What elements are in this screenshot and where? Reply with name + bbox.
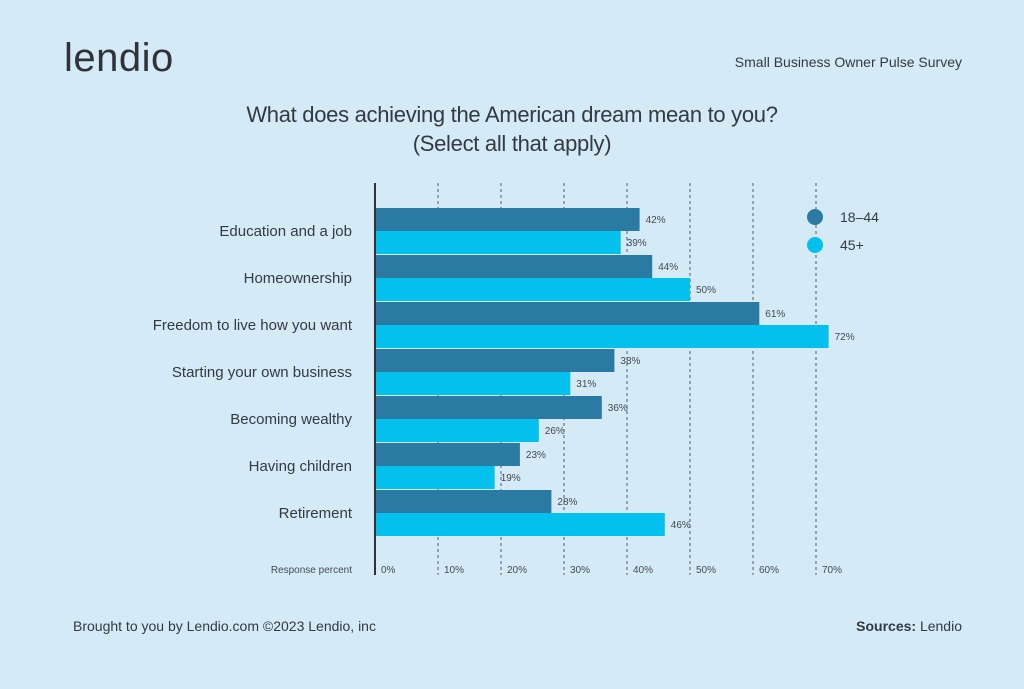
- lendio-logo: lendio: [64, 36, 174, 80]
- bar-1-0: [375, 255, 653, 278]
- tick-label-60: 60%: [759, 565, 779, 576]
- legend-label-0: 18–44: [840, 209, 879, 225]
- legend-label-1: 45+: [840, 237, 864, 253]
- bar-6-0: [375, 490, 552, 513]
- chart-title-block: What does achieving the American dream m…: [0, 100, 1024, 158]
- bar-5-1: [375, 466, 495, 489]
- bar-5-0: [375, 443, 520, 466]
- data-label-5-0: 23%: [526, 450, 546, 461]
- chart-title: What does achieving the American dream m…: [246, 102, 778, 127]
- footer-sources: Sources: Lendio: [856, 618, 962, 634]
- bar-2-1: [375, 325, 829, 348]
- data-label-5-1: 19%: [501, 473, 521, 484]
- tick-label-10: 10%: [444, 565, 464, 576]
- legend-marker-0: [807, 209, 823, 225]
- survey-name: Small Business Owner Pulse Survey: [734, 54, 962, 70]
- footer-credit: Brought to you by Lendio.com ©2023 Lendi…: [73, 618, 376, 634]
- data-label-4-0: 36%: [608, 403, 628, 414]
- tick-label-70: 70%: [822, 565, 842, 576]
- data-label-0-1: 39%: [627, 238, 647, 249]
- category-label-0: Education and a job: [219, 223, 352, 240]
- category-label-2: Freedom to live how you want: [153, 317, 353, 334]
- data-label-3-1: 31%: [576, 379, 596, 390]
- sources-label: Sources:: [856, 618, 917, 634]
- category-label-5: Having children: [249, 458, 352, 475]
- bar-3-1: [375, 372, 571, 395]
- data-label-2-0: 61%: [765, 309, 785, 320]
- category-label-3: Starting your own business: [172, 364, 352, 381]
- legend-marker-1: [807, 237, 823, 253]
- data-label-0-0: 42%: [646, 215, 666, 226]
- bar-0-0: [375, 208, 640, 231]
- tick-label-50: 50%: [696, 565, 716, 576]
- category-label-1: Homeownership: [244, 270, 352, 287]
- tick-label-20: 20%: [507, 565, 527, 576]
- data-label-4-1: 26%: [545, 426, 565, 437]
- bar-4-1: [375, 419, 539, 442]
- tick-label-30: 30%: [570, 565, 590, 576]
- tick-label-0: 0%: [381, 565, 396, 576]
- data-label-2-1: 72%: [835, 332, 855, 343]
- chart-subtitle: (Select all that apply): [412, 131, 612, 156]
- bar-2-0: [375, 302, 760, 325]
- data-label-1-1: 50%: [696, 285, 716, 296]
- bar-4-0: [375, 396, 602, 419]
- category-label-6: Retirement: [279, 505, 353, 522]
- x-axis-label: Response percent: [271, 565, 352, 576]
- data-label-6-1: 46%: [671, 520, 691, 531]
- bar-0-1: [375, 231, 621, 254]
- category-label-4: Becoming wealthy: [230, 411, 352, 428]
- tick-label-40: 40%: [633, 565, 653, 576]
- sources-value: Lendio: [919, 618, 962, 634]
- bar-1-1: [375, 278, 690, 301]
- data-label-3-0: 38%: [620, 356, 640, 367]
- data-label-6-0: 28%: [557, 497, 577, 508]
- bar-3-0: [375, 349, 615, 372]
- data-label-1-0: 44%: [658, 262, 678, 273]
- bar-6-1: [375, 513, 665, 536]
